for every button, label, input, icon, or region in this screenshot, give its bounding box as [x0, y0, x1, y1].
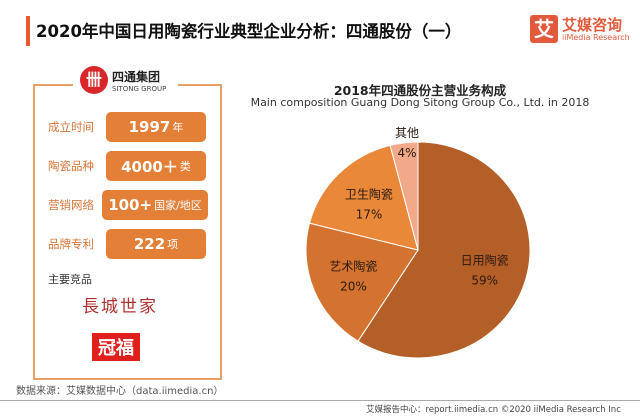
product-logo-changcheng: 長城世家 — [82, 297, 158, 317]
slice-value-label: 59% — [471, 274, 498, 288]
chart-title: 2018年四通股份主营业务构成 — [333, 83, 507, 98]
fact-label: 成立时间 — [48, 120, 94, 134]
fact-number: 1997 — [128, 118, 171, 136]
footer-divider — [0, 400, 640, 401]
fact-value: 1997 年 — [106, 112, 206, 142]
chart-subtitle: Main composition Guang Dong Sitong Group… — [250, 96, 590, 109]
company-logo: 卌 四通集团 SITONG GROUP — [80, 66, 166, 94]
iimedia-logo: 艾 艾媒咨询 iiMedia Research — [530, 15, 630, 43]
logo-mark: 艾 — [530, 15, 558, 43]
fact-row: 陶瓷品种 4000＋类 — [48, 151, 206, 181]
company-name-cn: 四通集团 — [112, 69, 161, 84]
fact-label: 营销网络 — [48, 198, 94, 212]
slice-value-label: 20% — [340, 280, 367, 294]
products-label: 主要竞品 — [48, 273, 92, 286]
slice-value-label: 4% — [398, 146, 417, 160]
slice-category-label: 卫生陶瓷 — [345, 187, 393, 202]
slice-value-label: 17% — [356, 208, 383, 222]
fact-unit: 项 — [167, 238, 179, 251]
slice-category-label: 其他 — [395, 126, 419, 140]
product-logo-guanfu: 冠福 — [92, 333, 140, 361]
panel-border — [178, 84, 222, 86]
fact-number: 100+ — [108, 196, 153, 214]
company-name-en: SITONG GROUP — [112, 84, 167, 93]
footer-text: 艾媒报告中心：report.iimedia.cn ©2020 iiMedia R… — [366, 405, 621, 415]
fact-row: 成立时间 1997 年 — [48, 112, 206, 142]
fact-row: 营销网络 100+ 国家/地区 — [48, 190, 208, 220]
fact-value: 222 项 — [106, 229, 206, 259]
data-source: 数据来源：艾媒数据中心（data.iimedia.cn） — [16, 386, 224, 397]
fact-unit: 年 — [172, 121, 184, 134]
pie-slice-0 — [357, 141, 531, 359]
fact-row: 品牌专利 222 项 — [48, 229, 206, 259]
slice-category-label: 艺术陶瓷 — [329, 259, 377, 274]
fact-unit: 国家/地区 — [154, 199, 202, 212]
logo-en: iiMedia Research — [562, 32, 630, 42]
fact-value: 4000＋类 — [106, 151, 206, 181]
title-accent-bar — [26, 16, 30, 46]
fact-label: 陶瓷品种 — [48, 159, 94, 173]
logo-cn: 艾媒咨询 — [562, 15, 623, 34]
fact-value: 100+ 国家/地区 — [102, 190, 208, 220]
fact-label: 品牌专利 — [48, 237, 94, 251]
slice-category-label: 日用陶瓷 — [461, 253, 509, 268]
pie-slice-1 — [305, 222, 419, 342]
fact-number: 4000＋ — [121, 157, 178, 176]
company-logo-mark: 卌 — [80, 66, 108, 94]
fact-unit: 类 — [179, 160, 191, 173]
company-panel — [33, 84, 222, 380]
panel-border — [33, 84, 73, 86]
pie-slice-2 — [308, 144, 419, 251]
fact-number: 222 — [133, 235, 166, 253]
page-title: 2020年中国日用陶瓷行业典型企业分析：四通股份（一） — [36, 22, 462, 41]
pie-slice-3 — [389, 141, 419, 251]
